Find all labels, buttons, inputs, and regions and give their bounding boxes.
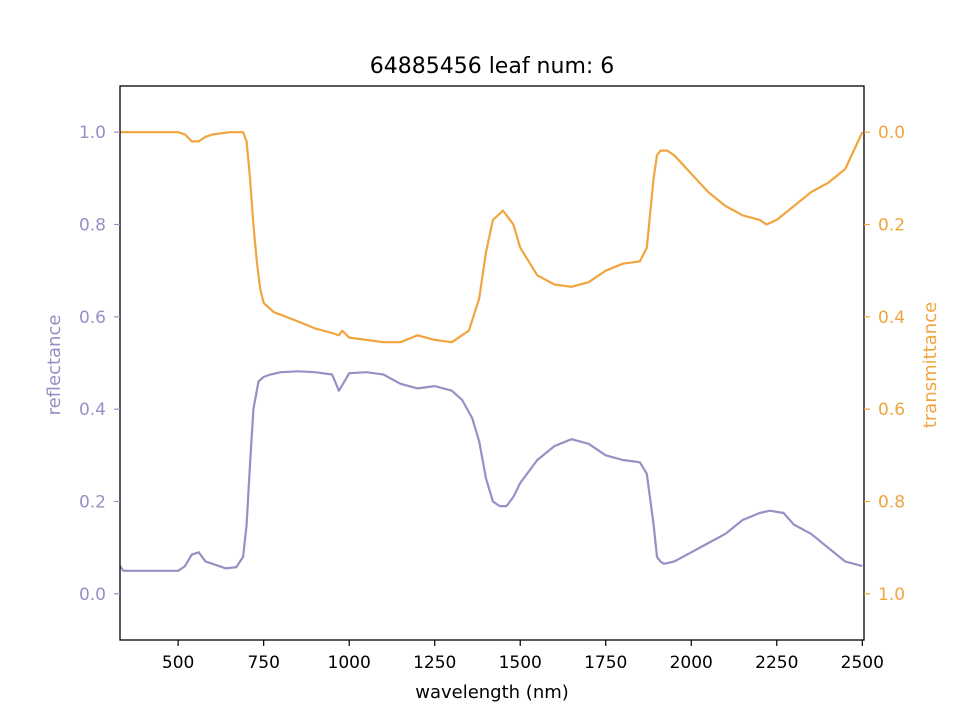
left-y-tick-label: 0.0: [79, 585, 106, 605]
plot-area: [119, 85, 865, 641]
x-tick-label: 2500: [841, 653, 884, 673]
left-y-tick-label: 0.2: [79, 493, 106, 513]
right-y-tick-label: 1.0: [878, 585, 905, 605]
left-y-tick-label: 1.0: [79, 123, 106, 143]
x-axis: 500 750 1000 1250 1500 1750 2000 2250 2500: [162, 640, 884, 673]
left-y-axis-label: reflectance: [44, 315, 65, 416]
chart-title: 64885456 leaf num: 6: [370, 54, 615, 79]
right-y-tick-label: 0.4: [878, 308, 905, 328]
x-tick-label: 750: [247, 653, 279, 673]
right-y-tick-label: 0.2: [878, 216, 905, 236]
left-y-tick-label: 0.8: [79, 216, 106, 236]
x-tick-label: 1250: [413, 653, 456, 673]
x-tick-label: 1000: [328, 653, 371, 673]
x-tick-label: 2250: [755, 653, 798, 673]
x-axis-label: wavelength (nm): [415, 682, 569, 703]
transmittance-series-line: [120, 131, 864, 344]
left-y-tick-label: 0.6: [79, 308, 106, 328]
x-tick-label: 2000: [670, 653, 713, 673]
right-y-axis-label: transmittance: [920, 302, 941, 428]
plot-frame: [119, 85, 865, 641]
right-y-tick-label: 0.6: [878, 400, 905, 420]
left-y-axis: 0.0 0.2 0.4 0.6 0.8 1.0: [79, 123, 120, 605]
x-tick-label: 1500: [499, 653, 542, 673]
reflectance-series-line: [119, 370, 863, 572]
right-y-tick-label: 0.8: [878, 493, 905, 513]
left-y-tick-label: 0.4: [79, 400, 106, 420]
series-layer: [119, 131, 864, 572]
right-y-tick-label: 0.0: [878, 123, 905, 143]
right-y-axis: 0.0 0.2 0.4 0.6 0.8 1.0: [864, 123, 905, 605]
x-tick-label: 500: [162, 653, 194, 673]
x-tick-label: 1750: [584, 653, 627, 673]
